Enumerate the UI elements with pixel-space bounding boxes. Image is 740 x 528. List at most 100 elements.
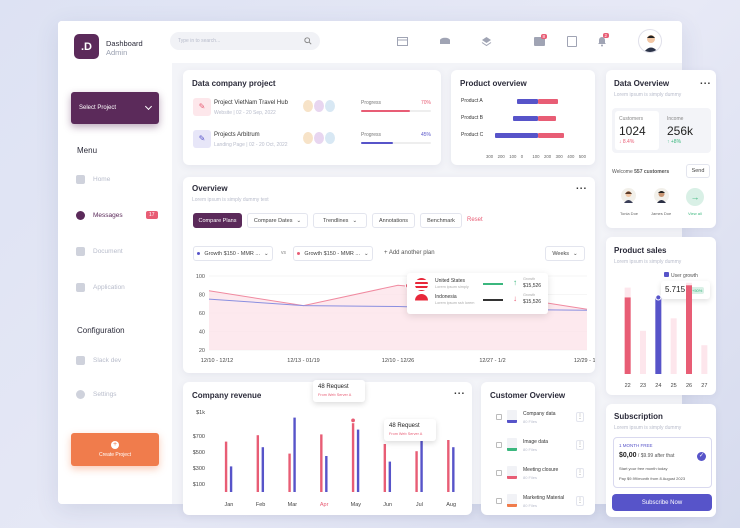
plan-b-select[interactable]: Growth $150 - MMR ... ⌄ xyxy=(293,246,373,261)
file-name[interactable]: Company data xyxy=(523,411,556,417)
profile-card-icon[interactable] xyxy=(567,36,577,47)
person-avatar[interactable] xyxy=(619,186,638,205)
bar-series-1[interactable] xyxy=(415,451,418,492)
tab-trendlines[interactable]: Trendlines ⌄ xyxy=(313,213,367,228)
plan-price-line: $0,00 / $9.99 after that xyxy=(619,452,674,459)
bar-series-2[interactable] xyxy=(261,447,265,492)
tab-compare-plans[interactable]: Compare Plans xyxy=(193,213,242,228)
window-icon[interactable] xyxy=(397,37,408,46)
kebab-icon[interactable]: ⋮ xyxy=(576,440,584,450)
bar-series-1[interactable] xyxy=(288,453,291,492)
bar-series-2[interactable] xyxy=(356,429,360,492)
kebab-icon[interactable]: ⋮ xyxy=(576,412,584,422)
bar-series-1[interactable] xyxy=(320,434,323,492)
layers-icon[interactable] xyxy=(481,36,492,47)
user-avatar[interactable] xyxy=(638,29,662,53)
bar-series-2[interactable] xyxy=(388,461,392,492)
bar-series-2[interactable] xyxy=(452,447,455,492)
bell-icon[interactable] xyxy=(597,35,607,47)
bar-series-2[interactable] xyxy=(325,456,328,492)
project-name[interactable]: Project VietNam Travel Hub xyxy=(214,100,288,106)
kebab-icon[interactable]: ⋮ xyxy=(576,468,584,478)
overview-more-icon[interactable]: ... xyxy=(576,181,588,192)
bar-series-1[interactable] xyxy=(516,99,538,104)
send-button[interactable]: Send xyxy=(686,164,710,178)
bar-value[interactable] xyxy=(624,297,631,374)
sidebar-item-settings[interactable]: Settings xyxy=(76,390,117,399)
check-icon[interactable]: ✓ xyxy=(697,452,706,461)
file-name[interactable]: Image data xyxy=(523,439,549,445)
file-checkbox[interactable] xyxy=(496,470,502,476)
sidebar-item-label: Messages xyxy=(93,212,123,219)
file-name[interactable]: Marketing Material xyxy=(523,495,565,501)
kebab-icon[interactable]: ⋮ xyxy=(576,496,584,506)
bar-series-2[interactable] xyxy=(538,99,559,104)
bar-background[interactable] xyxy=(670,318,677,374)
tab-benchmark[interactable]: Benchmark xyxy=(420,213,462,228)
tab-compare-dates[interactable]: Compare Dates ⌄ xyxy=(247,213,308,228)
bar-series-1[interactable] xyxy=(256,435,260,492)
arrow-down-icon: ↓ xyxy=(513,294,517,303)
select-project-dropdown[interactable]: Select Project xyxy=(71,92,159,124)
bar-series-1[interactable] xyxy=(383,444,387,492)
bar-series-2[interactable] xyxy=(293,417,296,492)
tab-annotations[interactable]: Annotations xyxy=(372,213,415,228)
company-revenue-chart: $1k $700 $500 $300 $100 Jan Feb Mar Apr May Jun Jul… xyxy=(193,410,456,508)
bar-value[interactable] xyxy=(655,297,662,374)
bar-series-1[interactable] xyxy=(447,440,450,492)
tab-label: Compare Plans xyxy=(198,217,237,224)
bar-series-1[interactable] xyxy=(495,133,538,138)
plan-box[interactable] xyxy=(613,437,712,488)
project-icon[interactable]: ✎ xyxy=(193,98,211,116)
sidebar-item-document[interactable]: Document xyxy=(76,247,123,256)
database-icon[interactable] xyxy=(439,37,451,46)
sidebar-item-home[interactable]: Home xyxy=(76,175,110,184)
file-meta: 80 Files xyxy=(523,475,538,480)
member-avatar[interactable] xyxy=(324,99,336,113)
tab-label: Benchmark xyxy=(427,217,455,224)
search-input[interactable]: Type in to search... xyxy=(178,38,221,44)
revenue-more-icon[interactable]: ... xyxy=(454,386,466,397)
subscribe-button[interactable]: Subscribe Now xyxy=(612,494,712,511)
search-icon[interactable] xyxy=(304,37,312,45)
arrow-right-icon[interactable]: → xyxy=(686,188,704,206)
file-name[interactable]: Meeting closure xyxy=(523,467,559,473)
sidebar-item-messages[interactable]: Messages xyxy=(76,211,123,220)
sidebar-item-slack[interactable]: Slack dev xyxy=(76,356,121,365)
brand-logo[interactable]: .D xyxy=(74,34,99,59)
add-plan-button[interactable]: + Add another plan xyxy=(384,250,435,256)
create-project-button[interactable]: + Create Project xyxy=(71,433,159,466)
data-point[interactable] xyxy=(655,294,662,301)
member-avatar[interactable] xyxy=(324,131,336,145)
search-box[interactable]: Type in to search... xyxy=(170,32,320,50)
progress-label: Progress xyxy=(361,132,382,138)
sidebar-item-label: Settings xyxy=(93,391,117,398)
data-point[interactable] xyxy=(350,417,356,424)
reset-button[interactable]: Reset xyxy=(467,217,483,223)
bar-background[interactable] xyxy=(640,330,646,374)
data-overview-more-icon[interactable]: ... xyxy=(700,76,712,87)
bar-background[interactable] xyxy=(701,345,708,374)
x-tick-label: Feb xyxy=(256,502,265,508)
sidebar-item-application[interactable]: Application xyxy=(76,283,125,292)
mail-button[interactable] xyxy=(534,37,545,46)
file-checkbox[interactable] xyxy=(496,414,502,420)
project-icon[interactable]: ✎ xyxy=(193,130,211,148)
bar-series-2[interactable] xyxy=(420,429,423,492)
plan-a-select[interactable]: Growth $150 - MMR ... ⌄ xyxy=(193,246,273,261)
bar-value[interactable] xyxy=(686,285,692,374)
file-checkbox[interactable] xyxy=(496,442,502,448)
file-checkbox[interactable] xyxy=(496,498,502,504)
bar-series-2[interactable] xyxy=(538,133,564,138)
project-name[interactable]: Projects Arbitrum xyxy=(214,132,260,138)
period-select[interactable]: Weeks ⌄ xyxy=(545,246,585,261)
bar-series-1[interactable] xyxy=(513,116,538,121)
income-change: ↑ +8% xyxy=(667,139,681,145)
view-all-link[interactable]: View all xyxy=(688,211,702,216)
person-avatar[interactable] xyxy=(652,186,671,205)
bar-series-2[interactable] xyxy=(229,466,233,492)
bar-series-1[interactable] xyxy=(351,418,355,492)
bar-series-2[interactable] xyxy=(538,116,557,121)
bar-series-1[interactable] xyxy=(224,441,228,492)
subscription-subtitle: Lorem ipsum is simply dummy xyxy=(614,425,682,431)
